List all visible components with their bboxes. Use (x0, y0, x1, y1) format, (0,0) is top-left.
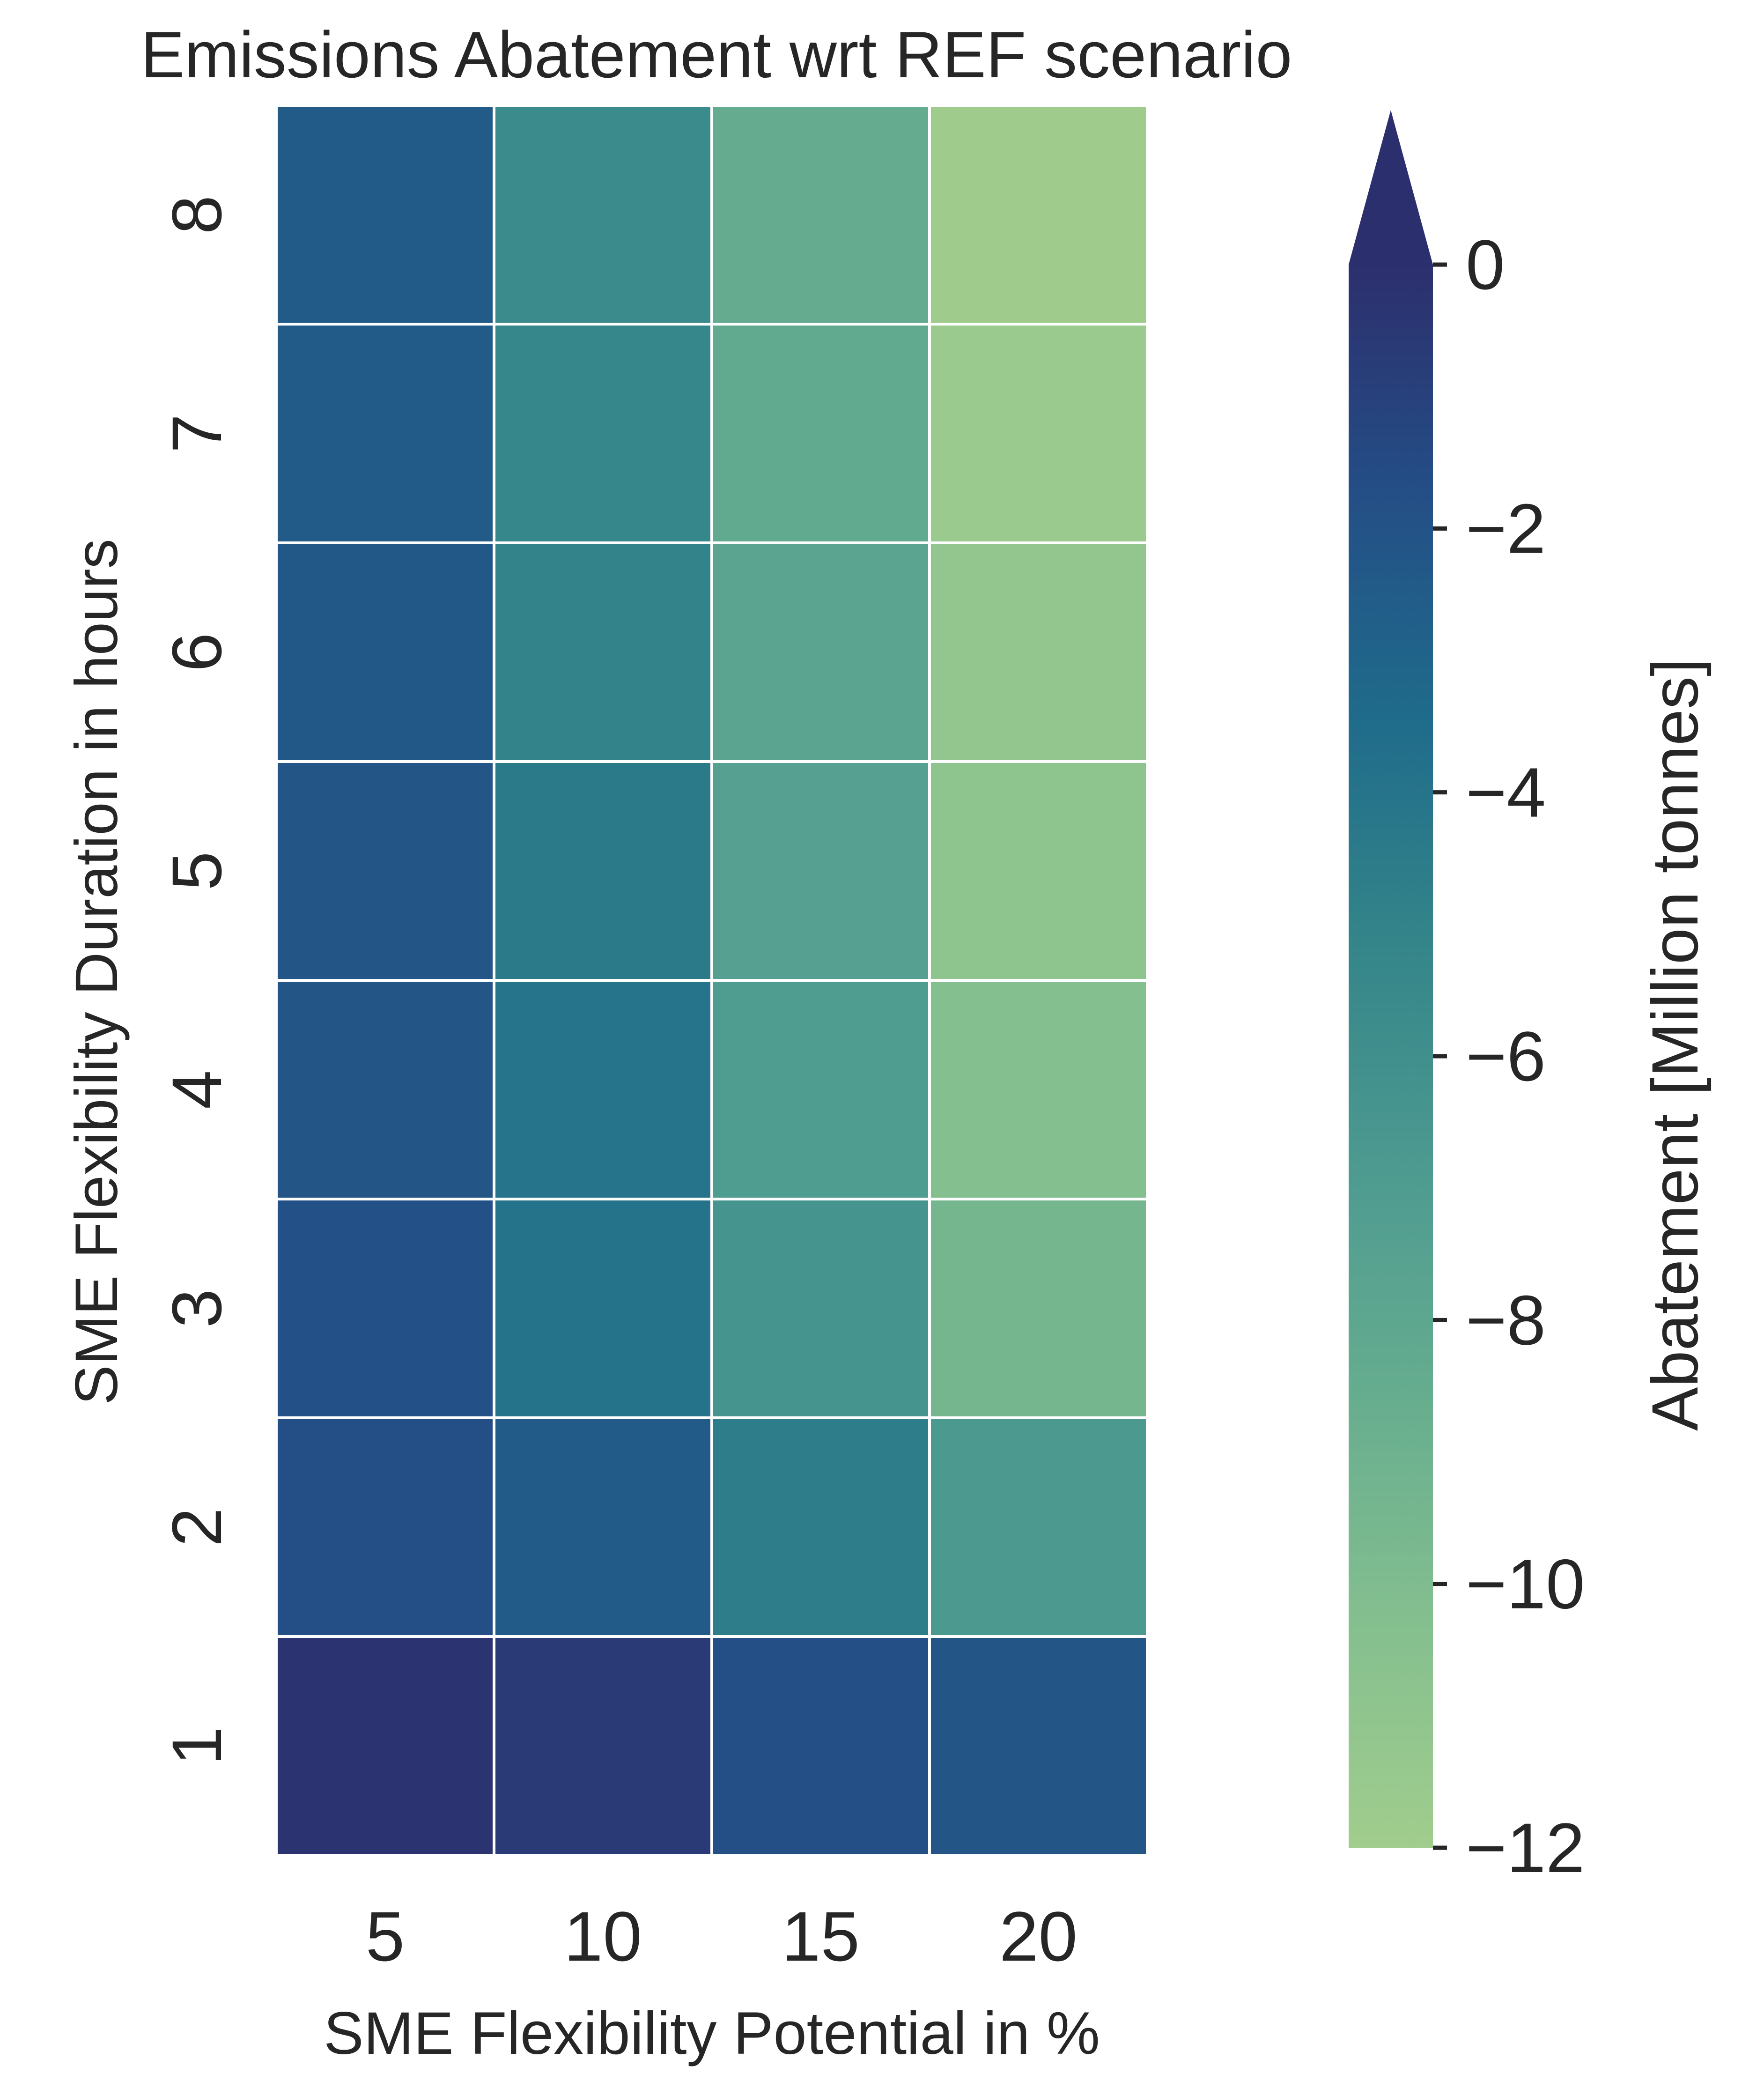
heatmap-cell-3h-10pct (495, 1200, 710, 1416)
heatmap-cells (278, 107, 1146, 1854)
heatmap-cell-2h-5pct (278, 1419, 493, 1635)
heatmap-cell-3h-20pct (931, 1200, 1146, 1416)
heatmap-cell-8h-10pct (495, 107, 710, 323)
heatmap-cell-2h-20pct (931, 1419, 1146, 1635)
heatmap-cell-3h-5pct (278, 1200, 493, 1416)
heatmap-cell-4h-5pct (278, 982, 493, 1198)
y-axis-ticks: 1 2 3 4 5 6 7 8 (157, 195, 236, 1765)
heatmap-cell-8h-20pct (931, 107, 1146, 323)
heatmap-cell-6h-15pct (713, 544, 928, 760)
x-tick-label: 20 (999, 1897, 1078, 1976)
y-tick-label: 3 (157, 1289, 236, 1328)
heatmap-cell-5h-5pct (278, 763, 493, 979)
colorbar-tick-label: −8 (1466, 1281, 1546, 1359)
heatmap-cell-6h-20pct (931, 544, 1146, 760)
colorbar-extend-arrow (1349, 110, 1433, 265)
heatmap-cell-1h-5pct (278, 1638, 493, 1854)
colorbar-gradient (1349, 265, 1433, 1848)
colorbar: 0 −2 −4 −6 −8 −10 −12 (1349, 110, 1585, 1887)
heatmap-cell-7h-15pct (713, 326, 928, 541)
colorbar-tick-label: −12 (1466, 1808, 1585, 1887)
x-tick-label: 5 (366, 1897, 405, 1976)
heatmap-cell-5h-20pct (931, 763, 1146, 979)
heatmap-cell-2h-15pct (713, 1419, 928, 1635)
y-tick-label: 1 (157, 1726, 236, 1765)
y-tick-label: 6 (157, 633, 236, 672)
heatmap-cell-1h-10pct (495, 1638, 710, 1854)
colorbar-tick-label: −6 (1466, 1017, 1546, 1096)
y-tick-label: 7 (157, 414, 236, 453)
heatmap-cell-6h-10pct (495, 544, 710, 760)
heatmap-cell-2h-10pct (495, 1419, 710, 1635)
colorbar-label: Abatement [Million tonnes] (1638, 658, 1712, 1431)
heatmap-cell-4h-10pct (495, 982, 710, 1198)
heatmap-cell-4h-15pct (713, 982, 928, 1198)
heatmap-cell-8h-15pct (713, 107, 928, 323)
x-axis-label: SME Flexibility Potential in % (324, 2000, 1100, 2067)
x-tick-label: 15 (782, 1897, 860, 1976)
y-tick-label: 5 (157, 852, 236, 890)
heatmap-cell-1h-15pct (713, 1638, 928, 1854)
colorbar-tick-label: −10 (1466, 1545, 1585, 1623)
colorbar-tick-label: −4 (1466, 753, 1546, 832)
heatmap-cell-6h-5pct (278, 544, 493, 760)
heatmap-cell-7h-10pct (495, 326, 710, 541)
x-axis-ticks: 5 10 15 20 (366, 1897, 1078, 1976)
heatmap-cell-5h-15pct (713, 763, 928, 979)
heatmap-cell-7h-20pct (931, 326, 1146, 541)
y-tick-label: 4 (157, 1070, 236, 1109)
heatmap-cell-5h-10pct (495, 763, 710, 979)
heatmap-cell-4h-20pct (931, 982, 1146, 1198)
y-tick-label: 2 (157, 1508, 236, 1547)
colorbar-tick-label: 0 (1466, 225, 1505, 304)
heatmap-cell-3h-15pct (713, 1200, 928, 1416)
colorbar-tick-label: −2 (1466, 489, 1546, 568)
chart-title: Emissions Abatement wrt REF scenario (141, 18, 1292, 91)
heatmap-cell-8h-5pct (278, 107, 493, 323)
y-axis-label: SME Flexibility Duration in hours (63, 539, 130, 1405)
y-tick-label: 8 (157, 195, 236, 234)
heatmap-cell-1h-20pct (931, 1638, 1146, 1854)
x-tick-label: 10 (564, 1897, 642, 1976)
heatmap-cell-7h-5pct (278, 326, 493, 541)
